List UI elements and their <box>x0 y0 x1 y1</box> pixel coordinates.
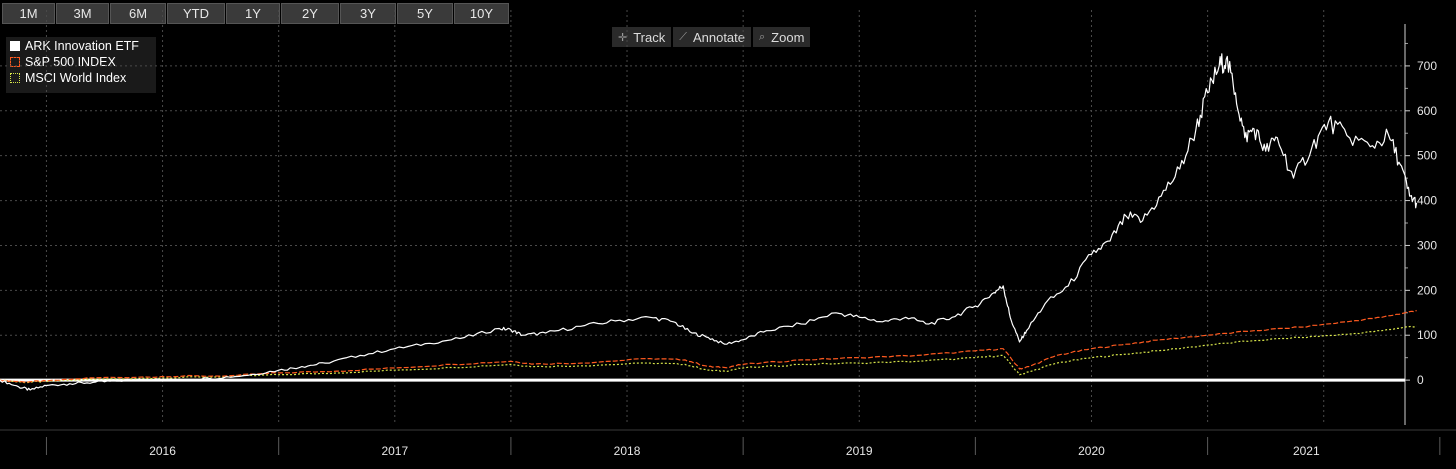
legend-label: ARK Innovation ETF <box>25 39 139 53</box>
series-line-ark-innovation-etf <box>0 53 1418 391</box>
range-selector: 1M 3M 6M YTD 1Y 2Y 3Y 5Y 10Y <box>2 3 509 25</box>
legend-item[interactable]: S&P 500 INDEX <box>6 55 156 69</box>
y-tick-label: 300 <box>1417 238 1437 252</box>
annotate-button[interactable]: ⟋ Annotate <box>673 27 751 47</box>
range-button-2y[interactable]: 2Y <box>281 3 339 24</box>
legend-swatch <box>10 73 20 83</box>
series-line-msci-world-index <box>0 325 1417 384</box>
x-tick-label: 2016 <box>149 444 176 458</box>
y-tick-label: 100 <box>1417 328 1437 342</box>
y-tick-label: 700 <box>1417 59 1437 73</box>
series-line-s-p-500-index <box>0 309 1417 383</box>
legend-item[interactable]: ARK Innovation ETF <box>6 39 156 53</box>
y-tick-label: 500 <box>1417 149 1437 163</box>
x-tick-label: 2019 <box>846 444 873 458</box>
toolbar-label: Annotate <box>692 29 745 45</box>
range-button-3y[interactable]: 3Y <box>340 3 396 24</box>
legend-label: MSCI World Index <box>25 71 127 85</box>
pencil-icon: ⟋ <box>679 30 687 43</box>
range-button-1y[interactable]: 1Y <box>226 3 280 24</box>
x-tick-label: 2021 <box>1293 444 1320 458</box>
chart-toolbar: ✛ Track ⟋ Annotate ⌕ Zoom <box>612 27 811 47</box>
x-tick-label: 2020 <box>1078 444 1105 458</box>
toolbar-label: Zoom <box>771 29 805 45</box>
range-button-5y[interactable]: 5Y <box>397 3 453 24</box>
grid <box>0 10 1405 425</box>
x-tick-label: 2018 <box>614 444 641 458</box>
y-tick-label: 600 <box>1417 104 1437 118</box>
range-button-1m[interactable]: 1M <box>2 3 55 24</box>
legend-item[interactable]: MSCI World Index <box>6 71 156 85</box>
y-tick-label: 0 <box>1417 373 1424 387</box>
chart-legend: ARK Innovation ETF S&P 500 INDEX MSCI Worl… <box>6 37 156 93</box>
y-tick-label: 200 <box>1417 283 1437 297</box>
toolbar-label: Track <box>633 29 666 45</box>
range-button-10y[interactable]: 10Y <box>454 3 509 24</box>
legend-swatch <box>10 41 20 51</box>
zoom-button[interactable]: ⌕ Zoom <box>753 27 811 47</box>
range-button-ytd[interactable]: YTD <box>167 3 225 24</box>
y-tick-label: 400 <box>1417 194 1437 208</box>
magnifier-icon: ⌕ <box>759 30 766 43</box>
range-button-3m[interactable]: 3M <box>56 3 109 24</box>
crosshair-icon: ✛ <box>618 31 628 44</box>
axes: 0 100 200 300 400 500 600 700 2016 2017 2018 2019 20… <box>0 24 1456 458</box>
range-button-6m[interactable]: 6M <box>110 3 166 24</box>
series <box>0 53 1418 391</box>
legend-label: S&P 500 INDEX <box>25 55 116 69</box>
x-tick-label: 2017 <box>381 444 408 458</box>
legend-swatch <box>10 57 20 67</box>
